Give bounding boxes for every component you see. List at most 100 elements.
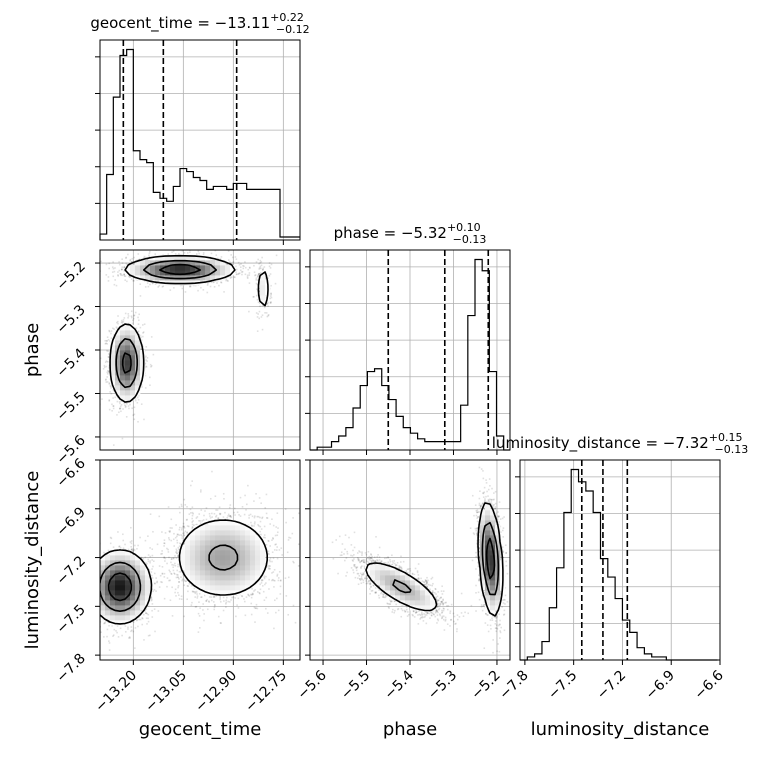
density-cell bbox=[200, 270, 206, 276]
sample-point bbox=[108, 353, 110, 355]
sample-point bbox=[139, 283, 142, 286]
sample-point bbox=[127, 315, 130, 317]
density-cell bbox=[175, 255, 181, 261]
contour-level-0 bbox=[109, 254, 269, 403]
sample-point bbox=[189, 285, 191, 287]
sample-point bbox=[235, 271, 237, 274]
sample-point bbox=[131, 322, 134, 325]
sample-point bbox=[128, 276, 131, 278]
sample-point bbox=[110, 537, 113, 540]
sample-point bbox=[103, 551, 105, 554]
sample-point bbox=[117, 315, 119, 317]
sample-point bbox=[149, 561, 151, 564]
sample-point bbox=[122, 547, 125, 550]
sample-point bbox=[195, 284, 197, 287]
sample-point bbox=[267, 314, 270, 317]
sample-point bbox=[264, 278, 267, 280]
sample-point bbox=[244, 266, 247, 269]
density-cell bbox=[180, 280, 186, 286]
sample-point bbox=[142, 331, 145, 333]
density-cell bbox=[130, 360, 136, 366]
sample-point bbox=[108, 383, 111, 385]
sample-point bbox=[269, 302, 272, 304]
sample-point bbox=[131, 264, 134, 266]
density-cell bbox=[180, 265, 186, 271]
sample-point bbox=[143, 323, 146, 326]
sample-point bbox=[193, 284, 195, 287]
sample-point bbox=[95, 608, 97, 610]
title-minus: −0.12 bbox=[276, 23, 310, 36]
sample-point bbox=[149, 283, 151, 286]
density-cell bbox=[220, 260, 226, 266]
sample-point bbox=[258, 310, 261, 313]
sample-point bbox=[123, 266, 125, 269]
sample-point bbox=[148, 250, 151, 253]
density-cell bbox=[125, 375, 131, 381]
density-cell bbox=[125, 335, 131, 341]
sample-point bbox=[248, 272, 251, 274]
sample-point bbox=[146, 623, 148, 625]
sample-point bbox=[93, 576, 95, 578]
title-main: geocent_time = −13.11 bbox=[90, 14, 270, 33]
sample-point bbox=[130, 630, 132, 633]
sample-point bbox=[132, 550, 134, 552]
sample-point bbox=[255, 294, 258, 297]
sample-point bbox=[109, 536, 112, 539]
density-cell bbox=[185, 265, 191, 271]
sample-point bbox=[79, 591, 81, 593]
sample-point bbox=[125, 262, 128, 265]
sample-point bbox=[235, 268, 238, 271]
sample-point bbox=[127, 626, 129, 629]
sample-point bbox=[173, 287, 175, 289]
sample-point bbox=[105, 360, 108, 362]
sample-point bbox=[100, 357, 102, 360]
sample-point bbox=[171, 251, 173, 253]
density-cell bbox=[110, 365, 116, 371]
density-cell bbox=[110, 345, 116, 351]
sample-point bbox=[259, 290, 261, 292]
sample-point bbox=[103, 364, 106, 367]
density-cell bbox=[120, 345, 126, 351]
sample-point bbox=[112, 634, 115, 636]
title-plus: +0.22 bbox=[270, 11, 304, 24]
sample-point bbox=[120, 319, 123, 322]
sample-point bbox=[115, 326, 118, 329]
sample-point bbox=[123, 317, 126, 319]
sample-point bbox=[213, 286, 216, 288]
sample-point bbox=[112, 267, 115, 270]
sample-point bbox=[90, 617, 92, 619]
sample-point bbox=[138, 618, 141, 621]
sample-point bbox=[92, 618, 94, 620]
sample-point bbox=[243, 265, 245, 267]
sample-point bbox=[124, 543, 126, 546]
sample-point bbox=[127, 322, 130, 325]
sample-point bbox=[96, 586, 98, 588]
sample-point bbox=[174, 253, 177, 255]
sample-point bbox=[223, 291, 225, 293]
sample-point bbox=[105, 263, 108, 266]
sample-point bbox=[94, 587, 96, 589]
sample-point bbox=[121, 268, 123, 271]
density-cell bbox=[125, 390, 131, 396]
sample-point bbox=[137, 316, 139, 319]
sample-point bbox=[94, 594, 96, 596]
sample-point bbox=[101, 398, 103, 400]
sample-point bbox=[130, 261, 133, 263]
density-cell bbox=[120, 330, 126, 336]
sample-point bbox=[138, 319, 140, 322]
sample-point bbox=[267, 314, 270, 316]
sample-point bbox=[147, 620, 150, 623]
sample-point bbox=[133, 418, 136, 421]
sample-point bbox=[112, 389, 115, 391]
density-cell bbox=[185, 270, 191, 276]
density-cell bbox=[115, 360, 121, 366]
sample-point bbox=[181, 287, 184, 290]
sample-point bbox=[117, 322, 119, 325]
sample-point bbox=[122, 319, 125, 321]
sample-point bbox=[220, 281, 223, 284]
sample-point bbox=[258, 317, 261, 320]
sample-point bbox=[129, 259, 131, 262]
sample-point bbox=[249, 267, 251, 269]
sample-point bbox=[210, 252, 213, 255]
sample-point bbox=[96, 561, 98, 563]
